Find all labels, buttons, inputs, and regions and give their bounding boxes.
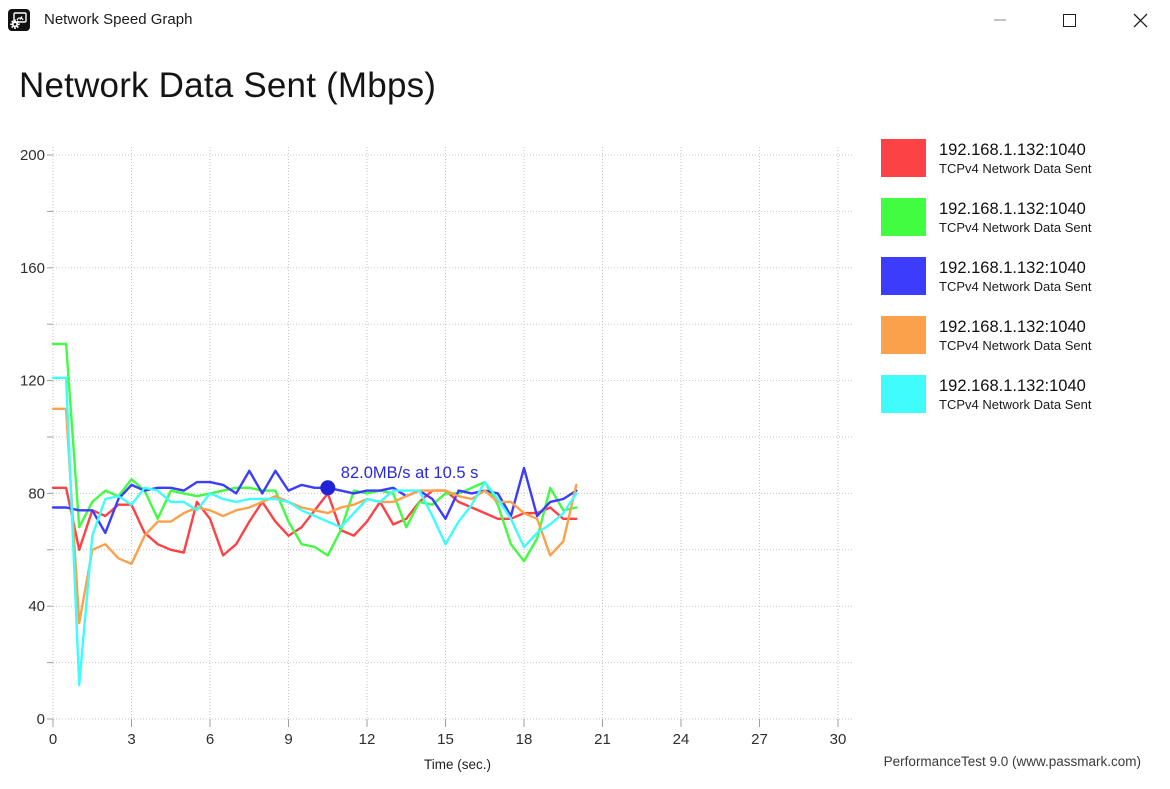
legend-item-1: 192.168.1.132:1040 TCPv4 Network Data Sen…: [881, 139, 1091, 177]
performancetest-logo-icon: [8, 9, 30, 31]
legend-swatch: [881, 198, 926, 236]
chart-legend: 192.168.1.132:1040 TCPv4 Network Data Sen…: [881, 139, 1091, 434]
legend-item-3: 192.168.1.132:1040 TCPv4 Network Data Sen…: [881, 257, 1091, 295]
legend-series-description: TCPv4 Network Data Sent: [939, 220, 1092, 235]
legend-text: 192.168.1.132:1040 TCPv4 Network Data Sen…: [939, 316, 1091, 354]
x-tick-label: 21: [594, 731, 611, 748]
legend-text: 192.168.1.132:1040 TCPv4 Network Data Sen…: [939, 139, 1091, 177]
minimize-icon: [994, 19, 1006, 21]
minimize-button[interactable]: [977, 0, 1023, 40]
y-tick-label: 120: [20, 373, 45, 390]
x-axis-label: Time (sec.): [424, 757, 491, 772]
legend-series-address: 192.168.1.132:1040: [939, 318, 1086, 336]
legend-swatch: [881, 375, 926, 413]
series-line-4: [51, 407, 578, 625]
legend-series-description: TCPv4 Network Data Sent: [939, 161, 1092, 176]
legend-series-address: 192.168.1.132:1040: [939, 141, 1086, 159]
x-tick-label: 6: [206, 731, 214, 748]
x-tick-label: 30: [830, 731, 847, 748]
legend-series-address: 192.168.1.132:1040: [939, 200, 1086, 218]
footer-text: PerformanceTest 9.0 (www.passmark.com): [883, 754, 1141, 769]
y-tick-label: 0: [37, 711, 45, 728]
legend-series-description: TCPv4 Network Data Sent: [939, 338, 1092, 353]
window-title: Network Speed Graph: [44, 11, 193, 28]
legend-item-4: 192.168.1.132:1040 TCPv4 Network Data Sen…: [881, 316, 1091, 354]
close-icon: [1133, 13, 1147, 27]
titlebar: Network Speed Graph: [0, 0, 1170, 40]
legend-series-address: 192.168.1.132:1040: [939, 377, 1086, 395]
sample-marker-dot[interactable]: [320, 480, 336, 496]
legend-item-5: 192.168.1.132:1040 TCPv4 Network Data Sen…: [881, 375, 1091, 413]
x-tick-label: 9: [284, 731, 292, 748]
legend-swatch: [881, 316, 926, 354]
app-icon: [8, 9, 30, 31]
series-line-3: [51, 466, 578, 535]
legend-swatch: [881, 139, 926, 177]
maximize-button[interactable]: [1046, 0, 1092, 40]
y-tick-label: 160: [20, 260, 45, 277]
series-line-5: [51, 376, 578, 687]
legend-series-address: 192.168.1.132:1040: [939, 259, 1086, 277]
sample-annotation: 82.0MB/s at 10.5 s: [341, 464, 479, 482]
legend-text: 192.168.1.132:1040 TCPv4 Network Data Sen…: [939, 375, 1091, 413]
legend-swatch: [881, 257, 926, 295]
y-tick-label: 80: [28, 485, 45, 502]
y-tick-label: 40: [28, 598, 45, 615]
y-tick-label: 200: [20, 147, 45, 164]
x-tick-label: 15: [437, 731, 454, 748]
chart-title: Network Data Sent (Mbps): [19, 66, 437, 105]
legend-text: 192.168.1.132:1040 TCPv4 Network Data Sen…: [939, 198, 1091, 236]
x-tick-label: 27: [751, 731, 768, 748]
x-tick-label: 0: [49, 731, 57, 748]
legend-series-description: TCPv4 Network Data Sent: [939, 279, 1092, 294]
x-tick-label: 24: [673, 731, 690, 748]
legend-text: 192.168.1.132:1040 TCPv4 Network Data Sen…: [939, 257, 1091, 295]
x-tick-label: 12: [359, 731, 376, 748]
x-tick-label: 3: [127, 731, 135, 748]
maximize-icon: [1062, 13, 1076, 27]
legend-series-description: TCPv4 Network Data Sent: [939, 397, 1092, 412]
legend-item-2: 192.168.1.132:1040 TCPv4 Network Data Sen…: [881, 198, 1091, 236]
close-button[interactable]: [1117, 0, 1163, 40]
x-tick-label: 18: [516, 731, 533, 748]
